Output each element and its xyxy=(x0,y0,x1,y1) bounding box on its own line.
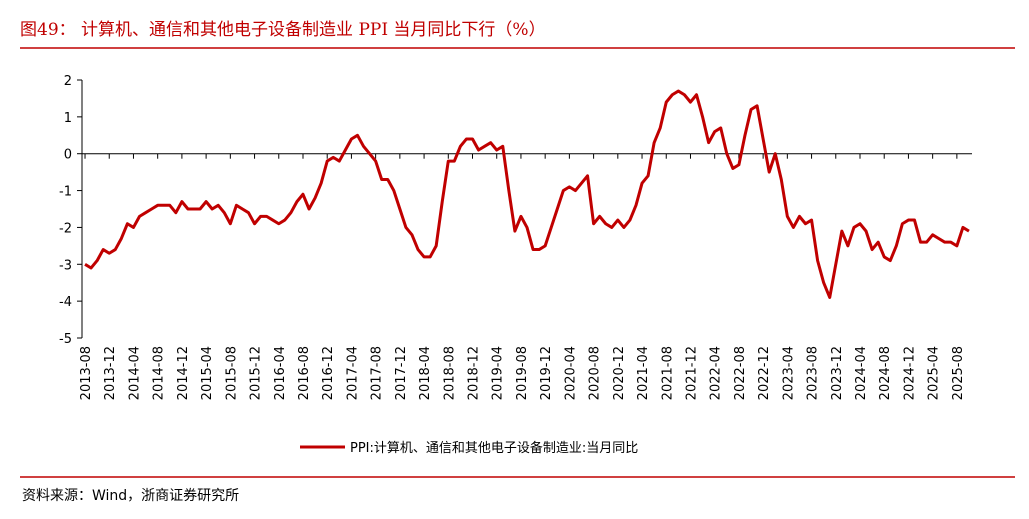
x-tick-label: 2020-04 xyxy=(563,346,578,400)
x-tick-label: 2015-08 xyxy=(224,346,239,400)
chart-title: 图49： 计算机、通信和其他电子设备制造业 PPI 当月同比下行（%） xyxy=(20,20,546,40)
x-tick-label: 2022-04 xyxy=(709,346,724,400)
x-tick-label: 2015-04 xyxy=(200,346,215,400)
x-tick-label: 2013-12 xyxy=(103,346,118,400)
x-tick-label: 2017-04 xyxy=(345,346,360,400)
y-tick-label: -1 xyxy=(59,185,72,200)
x-tick-label: 2018-08 xyxy=(442,346,457,400)
x-tick-label: 2017-12 xyxy=(394,346,409,400)
y-tick-label: 2 xyxy=(64,74,72,89)
x-tick-label: 2015-12 xyxy=(249,346,264,400)
x-tick-label: 2023-12 xyxy=(830,346,845,400)
x-tick-label: 2021-08 xyxy=(660,346,675,400)
y-tick-label: -4 xyxy=(59,295,72,310)
y-tick-label: -2 xyxy=(59,221,72,236)
x-tick-label: 2023-08 xyxy=(806,346,821,400)
y-tick-label: -3 xyxy=(59,258,72,273)
x-tick-label: 2014-04 xyxy=(127,346,142,400)
x-tick-label: 2016-08 xyxy=(297,346,312,400)
x-tick-label: 2013-08 xyxy=(79,346,94,400)
y-tick-label: 1 xyxy=(64,111,72,126)
x-tick-label: 2022-08 xyxy=(733,346,748,400)
x-tick-label: 2024-04 xyxy=(854,346,869,400)
y-tick-label: -5 xyxy=(59,332,72,347)
x-tick-label: 2023-04 xyxy=(781,346,796,400)
x-tick-label: 2025-04 xyxy=(927,346,942,400)
data-line xyxy=(84,89,970,299)
x-tick-label: 2025-08 xyxy=(951,346,966,400)
x-tick-label: 2022-12 xyxy=(757,346,772,400)
x-tick-label: 2018-04 xyxy=(418,346,433,400)
source-note: 资料来源：Wind，浙商证券研究所 xyxy=(22,488,239,504)
x-tick-label: 2017-08 xyxy=(370,346,385,400)
x-tick-label: 2024-12 xyxy=(902,346,917,400)
x-tick-label: 2021-04 xyxy=(636,346,651,400)
x-tick-label: 2020-08 xyxy=(588,346,603,400)
y-tick-label: 0 xyxy=(64,148,72,163)
x-tick-label: 2021-12 xyxy=(684,346,699,400)
legend-label: PPI:计算机、通信和其他电子设备制造业:当月同比 xyxy=(350,440,638,456)
x-tick-label: 2014-08 xyxy=(152,346,167,400)
x-tick-label: 2019-12 xyxy=(539,346,554,400)
x-tick-label: 2024-08 xyxy=(878,346,893,400)
x-tick-label: 2020-12 xyxy=(612,346,627,400)
x-tick-label: 2014-12 xyxy=(176,346,191,400)
x-tick-label: 2016-04 xyxy=(273,346,288,400)
x-tick-label: 2019-08 xyxy=(515,346,530,400)
x-tick-label: 2016-12 xyxy=(321,346,336,400)
x-tick-label: 2018-12 xyxy=(467,346,482,400)
x-tick-label: 2019-04 xyxy=(491,346,506,400)
